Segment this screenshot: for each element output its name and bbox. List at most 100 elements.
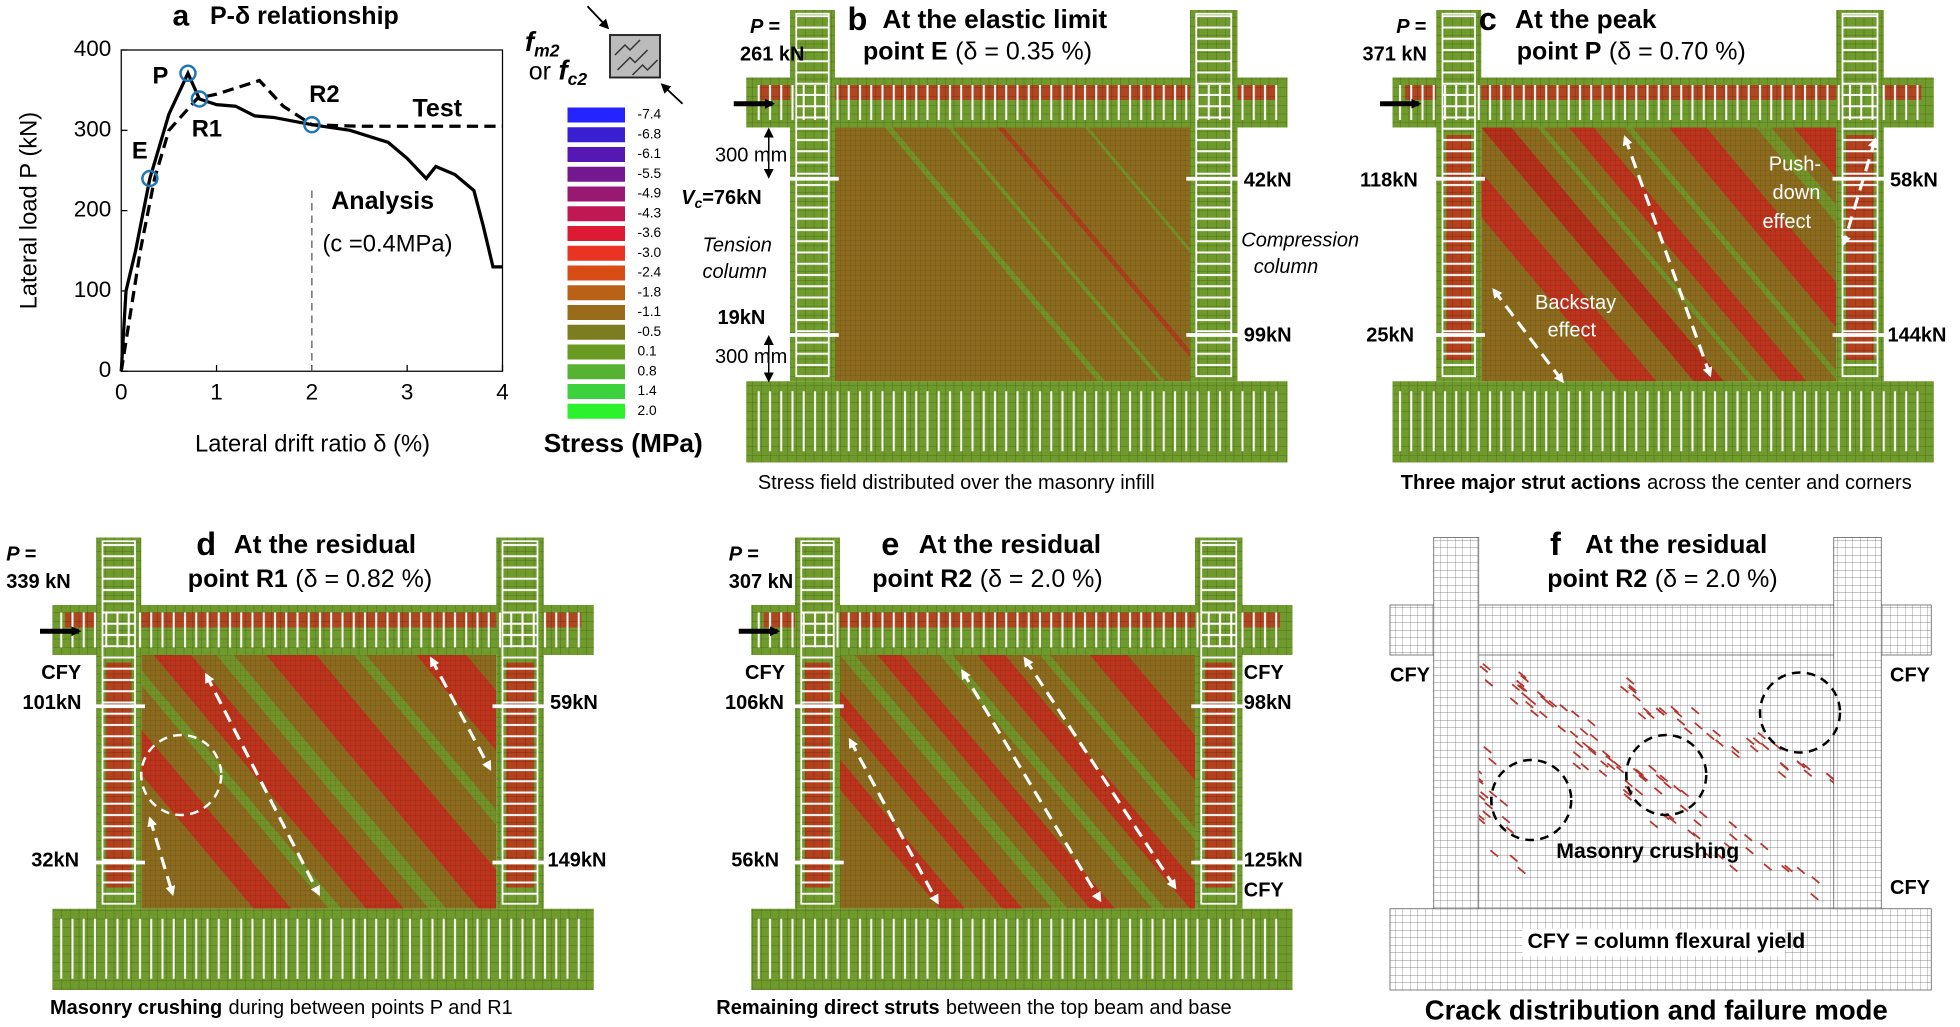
legend-label: 2.0: [638, 403, 657, 418]
fe-model: c At the peak point P (δ = 0.70 %) P = 371 kN…: [1360, 1, 1947, 494]
strut-arrow: [1622, 135, 1713, 378]
panel-label: Backstay: [1535, 292, 1616, 314]
panel-label: column: [703, 261, 767, 283]
beam-rebar: [1398, 85, 1928, 120]
column-rebar: [800, 540, 835, 905]
symbol: V: [681, 187, 696, 209]
series-label: Analysis: [331, 187, 434, 215]
panel-label: 98kN: [1244, 692, 1292, 714]
y-tick-label: 100: [74, 277, 112, 302]
column-rebar: [1200, 540, 1238, 905]
legend-label: 0.8: [638, 363, 657, 378]
element-icon: [609, 34, 661, 79]
x-axis-label: Lateral drift ratio δ (%): [195, 430, 430, 457]
strut-arrow: [848, 737, 939, 905]
panel-label: 106kN: [725, 692, 784, 714]
beam-rebar: [752, 85, 1282, 120]
panel-label: 25kN: [1366, 325, 1414, 347]
panel-caption: Remaining direct struts between the top b…: [716, 997, 1231, 1019]
column-rebar: [1441, 12, 1476, 378]
series-line: [119, 78, 503, 372]
panel-caption: Three major strut actions across the cent…: [1401, 472, 1912, 494]
series-line: [119, 69, 503, 372]
panel-letter: d: [196, 526, 216, 562]
column-rebar: [101, 540, 136, 905]
panel-label: 42kN: [1244, 170, 1292, 192]
beam-rebar: [58, 612, 588, 648]
value: =76kN: [702, 187, 761, 209]
legend-swatch: [567, 226, 625, 241]
panel-subtitle: point R1 (δ = 0.82 %): [188, 565, 432, 593]
fe-model: e At the residual point R2 (δ = 2.0 %) P = 30…: [716, 526, 1303, 1019]
legend-title: Stress (MPa): [544, 428, 703, 458]
fe-model: b At the elastic limit point E (δ = 0.35 %)…: [681, 1, 1359, 494]
crushing-zone: [1758, 671, 1842, 754]
panel-subtitle: point R2 (δ = 2.0 %): [1547, 565, 1778, 593]
panel-label: 125kN: [1244, 850, 1303, 872]
load-value: 371 kN: [1363, 43, 1428, 65]
subscript: m2: [534, 40, 560, 60]
panel-title: At the residual: [1585, 529, 1767, 559]
legend-swatch: [567, 206, 625, 222]
load-label: P =: [6, 543, 36, 565]
panel-label: CFY: [745, 662, 786, 684]
legend-label: -5.5: [638, 166, 662, 181]
point-label: R2: [309, 81, 339, 108]
infill-mesh: [141, 655, 497, 909]
base-rebar: [752, 391, 1282, 452]
panel-title: At the residual: [919, 529, 1101, 559]
base-rebar: [1398, 391, 1928, 452]
stress-arrow: [586, 5, 610, 30]
panel-label: 59kN: [550, 692, 598, 714]
x-tick-label: 3: [401, 380, 414, 405]
legend-swatch: [567, 403, 625, 419]
subtitle-point: point E: [863, 37, 948, 65]
legend-swatch: [567, 265, 625, 281]
infill-mesh: [840, 655, 1195, 909]
chart-title: P-δ relationship: [210, 2, 399, 30]
legend-label: -1.8: [638, 284, 662, 299]
point-label: E: [132, 138, 148, 165]
subtitle-drift: (δ = 0.70 %): [1609, 37, 1746, 65]
caption-text: Stress field distributed over the masonr…: [758, 472, 1155, 494]
panel-title: At the elastic limit: [883, 4, 1108, 34]
symbol: f: [558, 55, 570, 86]
legend-label: -6.8: [638, 126, 662, 141]
panel-label: CFY: [1244, 662, 1285, 684]
y-tick-label: 300: [74, 116, 112, 141]
panel-letter: b: [848, 1, 868, 37]
legend-swatch: [567, 364, 625, 380]
panel-label: Push-: [1769, 153, 1821, 175]
subtitle-drift: (δ = 2.0 %): [980, 565, 1103, 593]
infill-mesh: [835, 127, 1190, 382]
panel-label: CFY: [1890, 665, 1931, 687]
subtitle-point: point P: [1517, 37, 1602, 65]
panel-label: CFY: [41, 662, 82, 684]
panel-label: 144kN: [1888, 325, 1947, 347]
y-tick-label: 400: [74, 36, 112, 61]
x-tick-label: 2: [306, 380, 319, 405]
series-label: Test: [413, 95, 463, 123]
subtitle-point: point R2: [1547, 565, 1647, 593]
panel-letter: a: [173, 0, 190, 32]
legend-label: -4.3: [638, 205, 662, 220]
legend-label: 1.4: [638, 383, 657, 398]
panel-letter: e: [881, 526, 899, 562]
legend-label: -7.4: [638, 107, 662, 122]
panel-label: 99kN: [1244, 325, 1292, 347]
x-tick-label: 1: [210, 380, 223, 405]
panel-label: 19kN: [718, 307, 766, 329]
y-tick-label: 0: [99, 357, 112, 382]
subtitle-drift: (δ = 0.82 %): [295, 565, 432, 593]
strut-arrow: [429, 656, 492, 771]
panel-label: 300 mm: [715, 346, 787, 368]
legend-symbol: or fc2: [529, 55, 588, 89]
panel-label: CFY: [1244, 880, 1285, 902]
panel-title: At the peak: [1515, 4, 1657, 34]
column-rebar: [1841, 12, 1879, 378]
load-value: 339 kN: [6, 571, 71, 593]
point-label: P: [153, 62, 169, 89]
column-rebar: [501, 540, 539, 905]
